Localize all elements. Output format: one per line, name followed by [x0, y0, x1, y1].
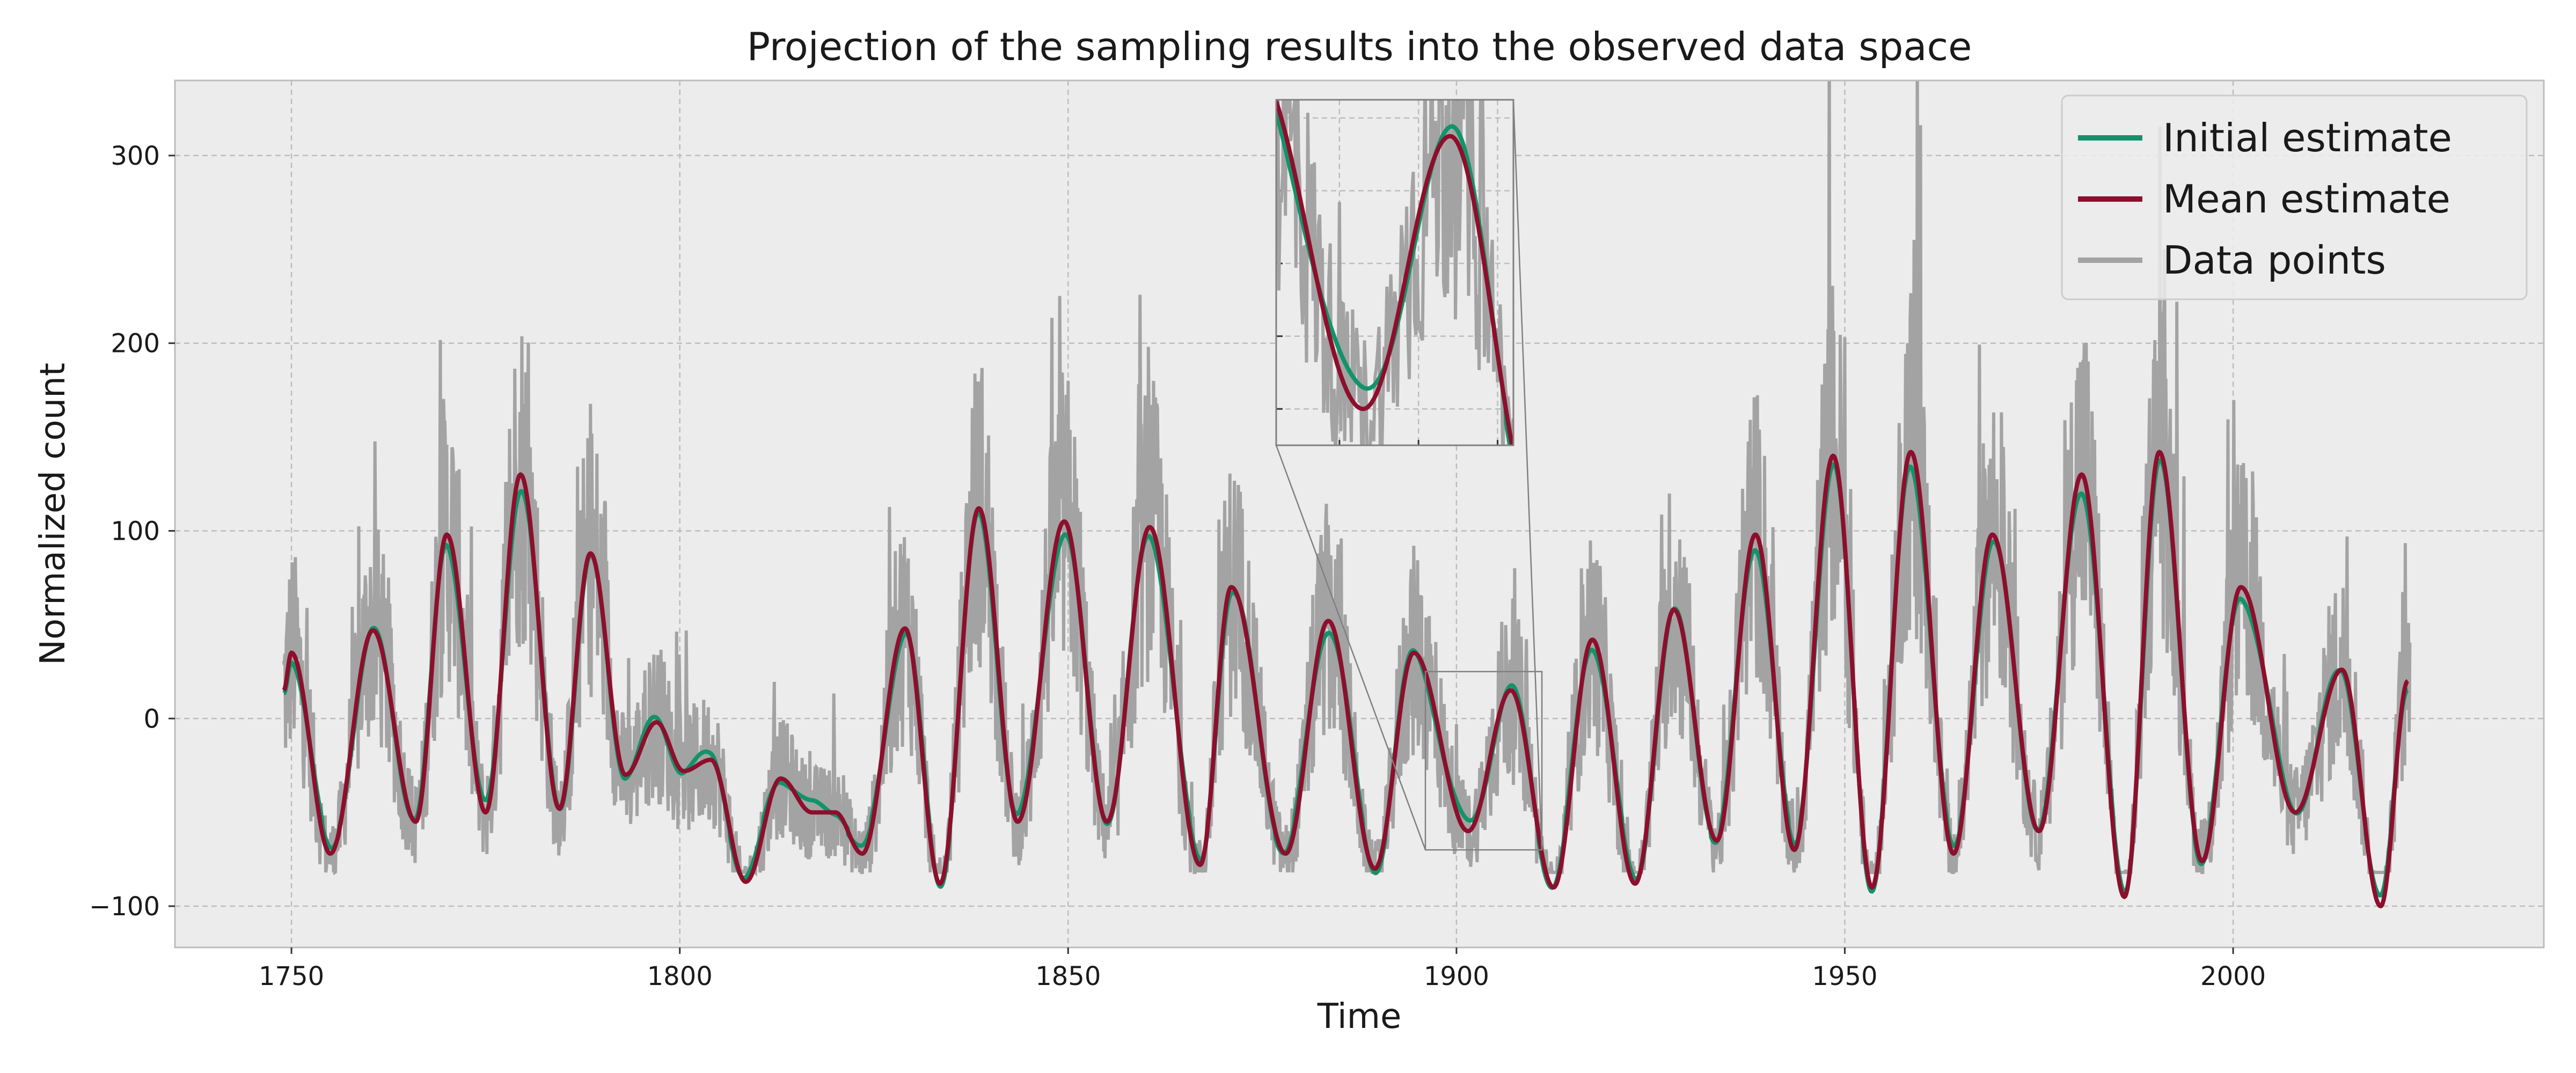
y-tick-label: 200: [111, 329, 160, 359]
y-tick-label: 0: [143, 704, 160, 734]
legend-label-data: Data points: [2163, 238, 2386, 283]
inset-frame: [1275, 99, 1514, 446]
axes-frame: [174, 79, 2545, 949]
inset-data-points-line: [1276, 100, 1513, 445]
y-tick-label: 300: [111, 141, 160, 171]
x-tick-label: 1850: [1035, 961, 1101, 991]
y-tick-label: 100: [111, 516, 160, 546]
chart-title: Projection of the sampling results into …: [747, 24, 1972, 69]
x-tick-label: 1950: [1812, 961, 1877, 991]
x-tick-label: 1800: [647, 961, 713, 991]
x-tick-label: 2000: [2200, 961, 2266, 991]
x-tick-label: 1900: [1424, 961, 1489, 991]
zoom-connector: [1512, 99, 1543, 850]
inset-indicator: [1275, 99, 1543, 851]
y-axis-label: Normalized count: [33, 363, 73, 665]
zoom-region-box: [1424, 671, 1543, 851]
legend-label-mean: Mean estimate: [2163, 177, 2450, 222]
zoom-connector: [1275, 445, 1426, 850]
inset-mean-estimate-line: [1276, 100, 1513, 445]
inset-zoom: [1275, 99, 1514, 446]
plot-layer: [282, 80, 2412, 909]
x-tick-label: 1750: [259, 961, 324, 991]
legend-box: [2061, 94, 2528, 300]
legend: Initial estimate Mean estimate Data points: [2061, 94, 2528, 300]
inset-series: [1276, 100, 1513, 445]
x-axis-label: Time: [1317, 997, 1402, 1037]
ticks: 1750 1800 1850 1900 1950 2000 −100 0 100 200 300: [89, 141, 2266, 991]
legend-label-initial: Initial estimate: [2163, 115, 2452, 160]
y-tick-label: −100: [89, 892, 160, 922]
series-mean-estimate-line: [282, 450, 2409, 909]
